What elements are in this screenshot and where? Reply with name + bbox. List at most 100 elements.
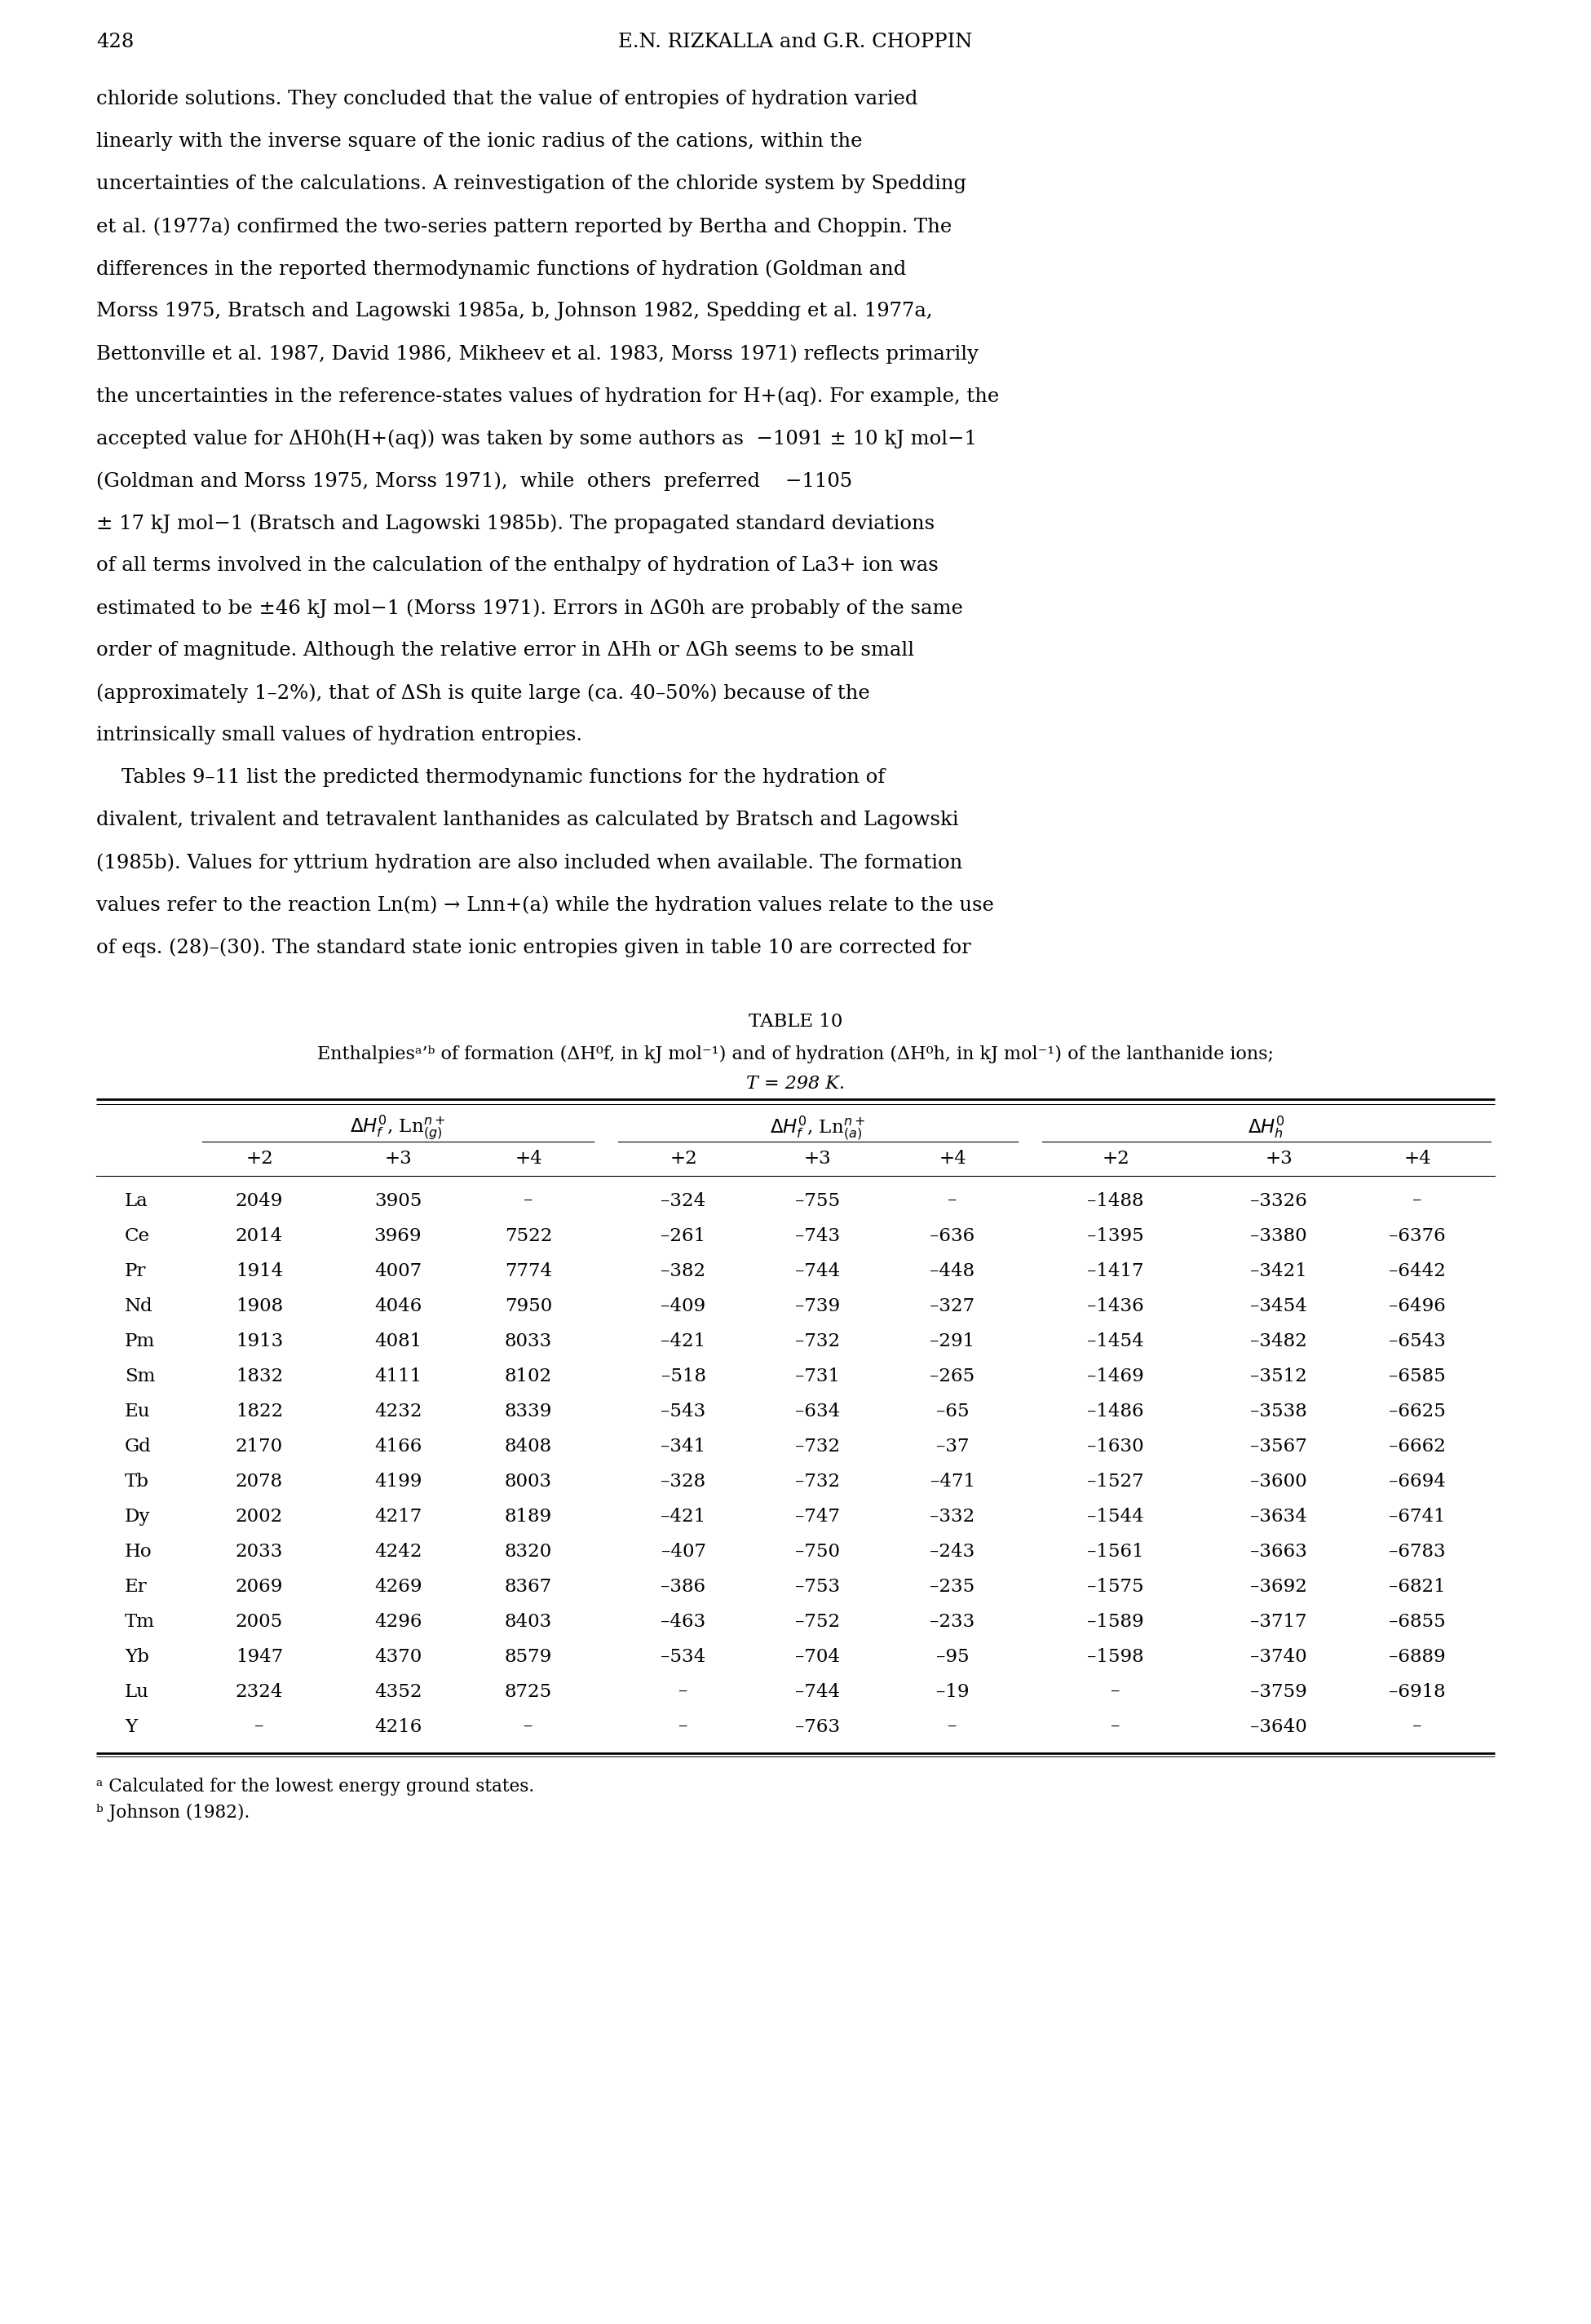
Text: –3634: –3634 [1251, 1508, 1308, 1525]
Text: –6694: –6694 [1389, 1473, 1446, 1490]
Text: –6918: –6918 [1389, 1683, 1446, 1701]
Text: 4370: 4370 [374, 1648, 422, 1666]
Text: –543: –543 [660, 1404, 706, 1420]
Text: order of magnitude. Although the relative error in ΔHh or ΔGh seems to be small: order of magnitude. Although the relativ… [95, 641, 915, 660]
Text: –3482: –3482 [1251, 1332, 1308, 1350]
Text: 2014: 2014 [235, 1227, 283, 1246]
Text: –463: –463 [660, 1613, 706, 1631]
Text: –534: –534 [660, 1648, 706, 1666]
Text: 4081: 4081 [374, 1332, 422, 1350]
Text: differences in the reported thermodynamic functions of hydration (Goldman and: differences in the reported thermodynami… [95, 260, 907, 279]
Text: T = 298 K.: T = 298 K. [746, 1074, 845, 1092]
Text: 1947: 1947 [235, 1648, 283, 1666]
Text: –1436: –1436 [1087, 1297, 1144, 1315]
Text: 4242: 4242 [374, 1543, 422, 1562]
Text: –743: –743 [796, 1227, 840, 1246]
Text: +4: +4 [1403, 1150, 1430, 1167]
Text: –6662: –6662 [1389, 1439, 1446, 1455]
Text: 3905: 3905 [374, 1192, 422, 1211]
Text: 8339: 8339 [504, 1404, 552, 1420]
Text: –744: –744 [796, 1683, 840, 1701]
Text: –3600: –3600 [1251, 1473, 1308, 1490]
Text: 8102: 8102 [504, 1367, 552, 1385]
Text: 2005: 2005 [235, 1613, 283, 1631]
Text: +2: +2 [1103, 1150, 1130, 1167]
Text: 4269: 4269 [374, 1578, 422, 1597]
Text: –3454: –3454 [1251, 1297, 1308, 1315]
Text: 7522: 7522 [504, 1227, 552, 1246]
Text: 4352: 4352 [374, 1683, 422, 1701]
Text: divalent, trivalent and tetravalent lanthanides as calculated by Bratsch and Lag: divalent, trivalent and tetravalent lant… [95, 811, 959, 830]
Text: –328: –328 [660, 1473, 706, 1490]
Text: 2170: 2170 [235, 1439, 283, 1455]
Text: 8725: 8725 [504, 1683, 552, 1701]
Text: Tables 9–11 list the predicted thermodynamic functions for the hydration of: Tables 9–11 list the predicted thermodyn… [95, 769, 885, 788]
Text: –291: –291 [931, 1332, 975, 1350]
Text: –1561: –1561 [1087, 1543, 1144, 1562]
Text: Ce: Ce [124, 1227, 150, 1246]
Text: –3663: –3663 [1251, 1543, 1308, 1562]
Text: –332: –332 [931, 1508, 975, 1525]
Text: 3969: 3969 [374, 1227, 422, 1246]
Text: –3380: –3380 [1251, 1227, 1308, 1246]
Text: +4: +4 [939, 1150, 966, 1167]
Text: –6855: –6855 [1389, 1613, 1446, 1631]
Text: Tm: Tm [124, 1613, 154, 1631]
Text: 8408: 8408 [504, 1439, 552, 1455]
Text: (1985b). Values for yttrium hydration are also included when available. The form: (1985b). Values for yttrium hydration ar… [95, 853, 963, 872]
Text: –6376: –6376 [1389, 1227, 1446, 1246]
Text: –3512: –3512 [1251, 1367, 1308, 1385]
Text: –636: –636 [931, 1227, 975, 1246]
Text: –65: –65 [936, 1404, 969, 1420]
Text: –95: –95 [936, 1648, 969, 1666]
Text: Enthalpiesᵃ’ᵇ of formation (ΔH⁰f, in kJ mol⁻¹) and of hydration (ΔH⁰h, in kJ mol: Enthalpiesᵃ’ᵇ of formation (ΔH⁰f, in kJ … [317, 1046, 1274, 1064]
Text: –518: –518 [660, 1367, 706, 1385]
Text: Nd: Nd [124, 1297, 153, 1315]
Text: La: La [124, 1192, 148, 1211]
Text: –407: –407 [660, 1543, 706, 1562]
Text: 8033: 8033 [504, 1332, 552, 1350]
Text: –6496: –6496 [1389, 1297, 1446, 1315]
Text: –327: –327 [931, 1297, 975, 1315]
Text: 4216: 4216 [374, 1717, 422, 1736]
Text: 428: 428 [95, 33, 134, 51]
Text: Pm: Pm [124, 1332, 156, 1350]
Text: –3759: –3759 [1251, 1683, 1308, 1701]
Text: –3740: –3740 [1251, 1648, 1308, 1666]
Text: 2033: 2033 [235, 1543, 283, 1562]
Text: –243: –243 [931, 1543, 975, 1562]
Text: –6783: –6783 [1389, 1543, 1446, 1562]
Text: –386: –386 [660, 1578, 706, 1597]
Text: –6585: –6585 [1389, 1367, 1446, 1385]
Text: Lu: Lu [124, 1683, 150, 1701]
Text: –6625: –6625 [1389, 1404, 1446, 1420]
Text: –753: –753 [796, 1578, 840, 1597]
Text: –1395: –1395 [1087, 1227, 1144, 1246]
Text: ᵇ Johnson (1982).: ᵇ Johnson (1982). [95, 1803, 250, 1822]
Text: –: – [948, 1192, 958, 1211]
Text: –704: –704 [796, 1648, 840, 1666]
Text: –235: –235 [931, 1578, 975, 1597]
Text: TABLE 10: TABLE 10 [748, 1013, 843, 1032]
Text: 4232: 4232 [374, 1404, 422, 1420]
Text: values refer to the reaction Ln(m) → Lnn+(a) while the hydration values relate t: values refer to the reaction Ln(m) → Lnn… [95, 895, 994, 916]
Text: 4007: 4007 [374, 1262, 422, 1281]
Text: E.N. RIZKALLA and G.R. CHOPPIN: E.N. RIZKALLA and G.R. CHOPPIN [619, 33, 972, 51]
Text: –: – [948, 1717, 958, 1736]
Text: accepted value for ΔH0h(H+(aq)) was taken by some authors as  −1091 ± 10 kJ mol−: accepted value for ΔH0h(H+(aq)) was take… [95, 430, 977, 449]
Text: $\Delta H^0_f$, Ln$^{n+}_{(a)}$: $\Delta H^0_f$, Ln$^{n+}_{(a)}$ [770, 1113, 866, 1141]
Text: 2078: 2078 [235, 1473, 283, 1490]
Text: –324: –324 [660, 1192, 706, 1211]
Text: 4296: 4296 [374, 1613, 422, 1631]
Text: of eqs. (28)–(30). The standard state ionic entropies given in table 10 are corr: of eqs. (28)–(30). The standard state io… [95, 939, 971, 957]
Text: –3717: –3717 [1251, 1613, 1308, 1631]
Text: uncertainties of the calculations. A reinvestigation of the chloride system by S: uncertainties of the calculations. A rei… [95, 174, 966, 193]
Text: –19: –19 [936, 1683, 969, 1701]
Text: –: – [1111, 1717, 1120, 1736]
Text: linearly with the inverse square of the ionic radius of the cations, within the: linearly with the inverse square of the … [95, 132, 862, 151]
Text: Morss 1975, Bratsch and Lagowski 1985a, b, Johnson 1982, Spedding et al. 1977a,: Morss 1975, Bratsch and Lagowski 1985a, … [95, 302, 932, 321]
Text: 1832: 1832 [235, 1367, 283, 1385]
Text: –1598: –1598 [1087, 1648, 1144, 1666]
Text: –755: –755 [796, 1192, 840, 1211]
Text: the uncertainties in the reference-states values of hydration for H+(aq). For ex: the uncertainties in the reference-state… [95, 386, 999, 407]
